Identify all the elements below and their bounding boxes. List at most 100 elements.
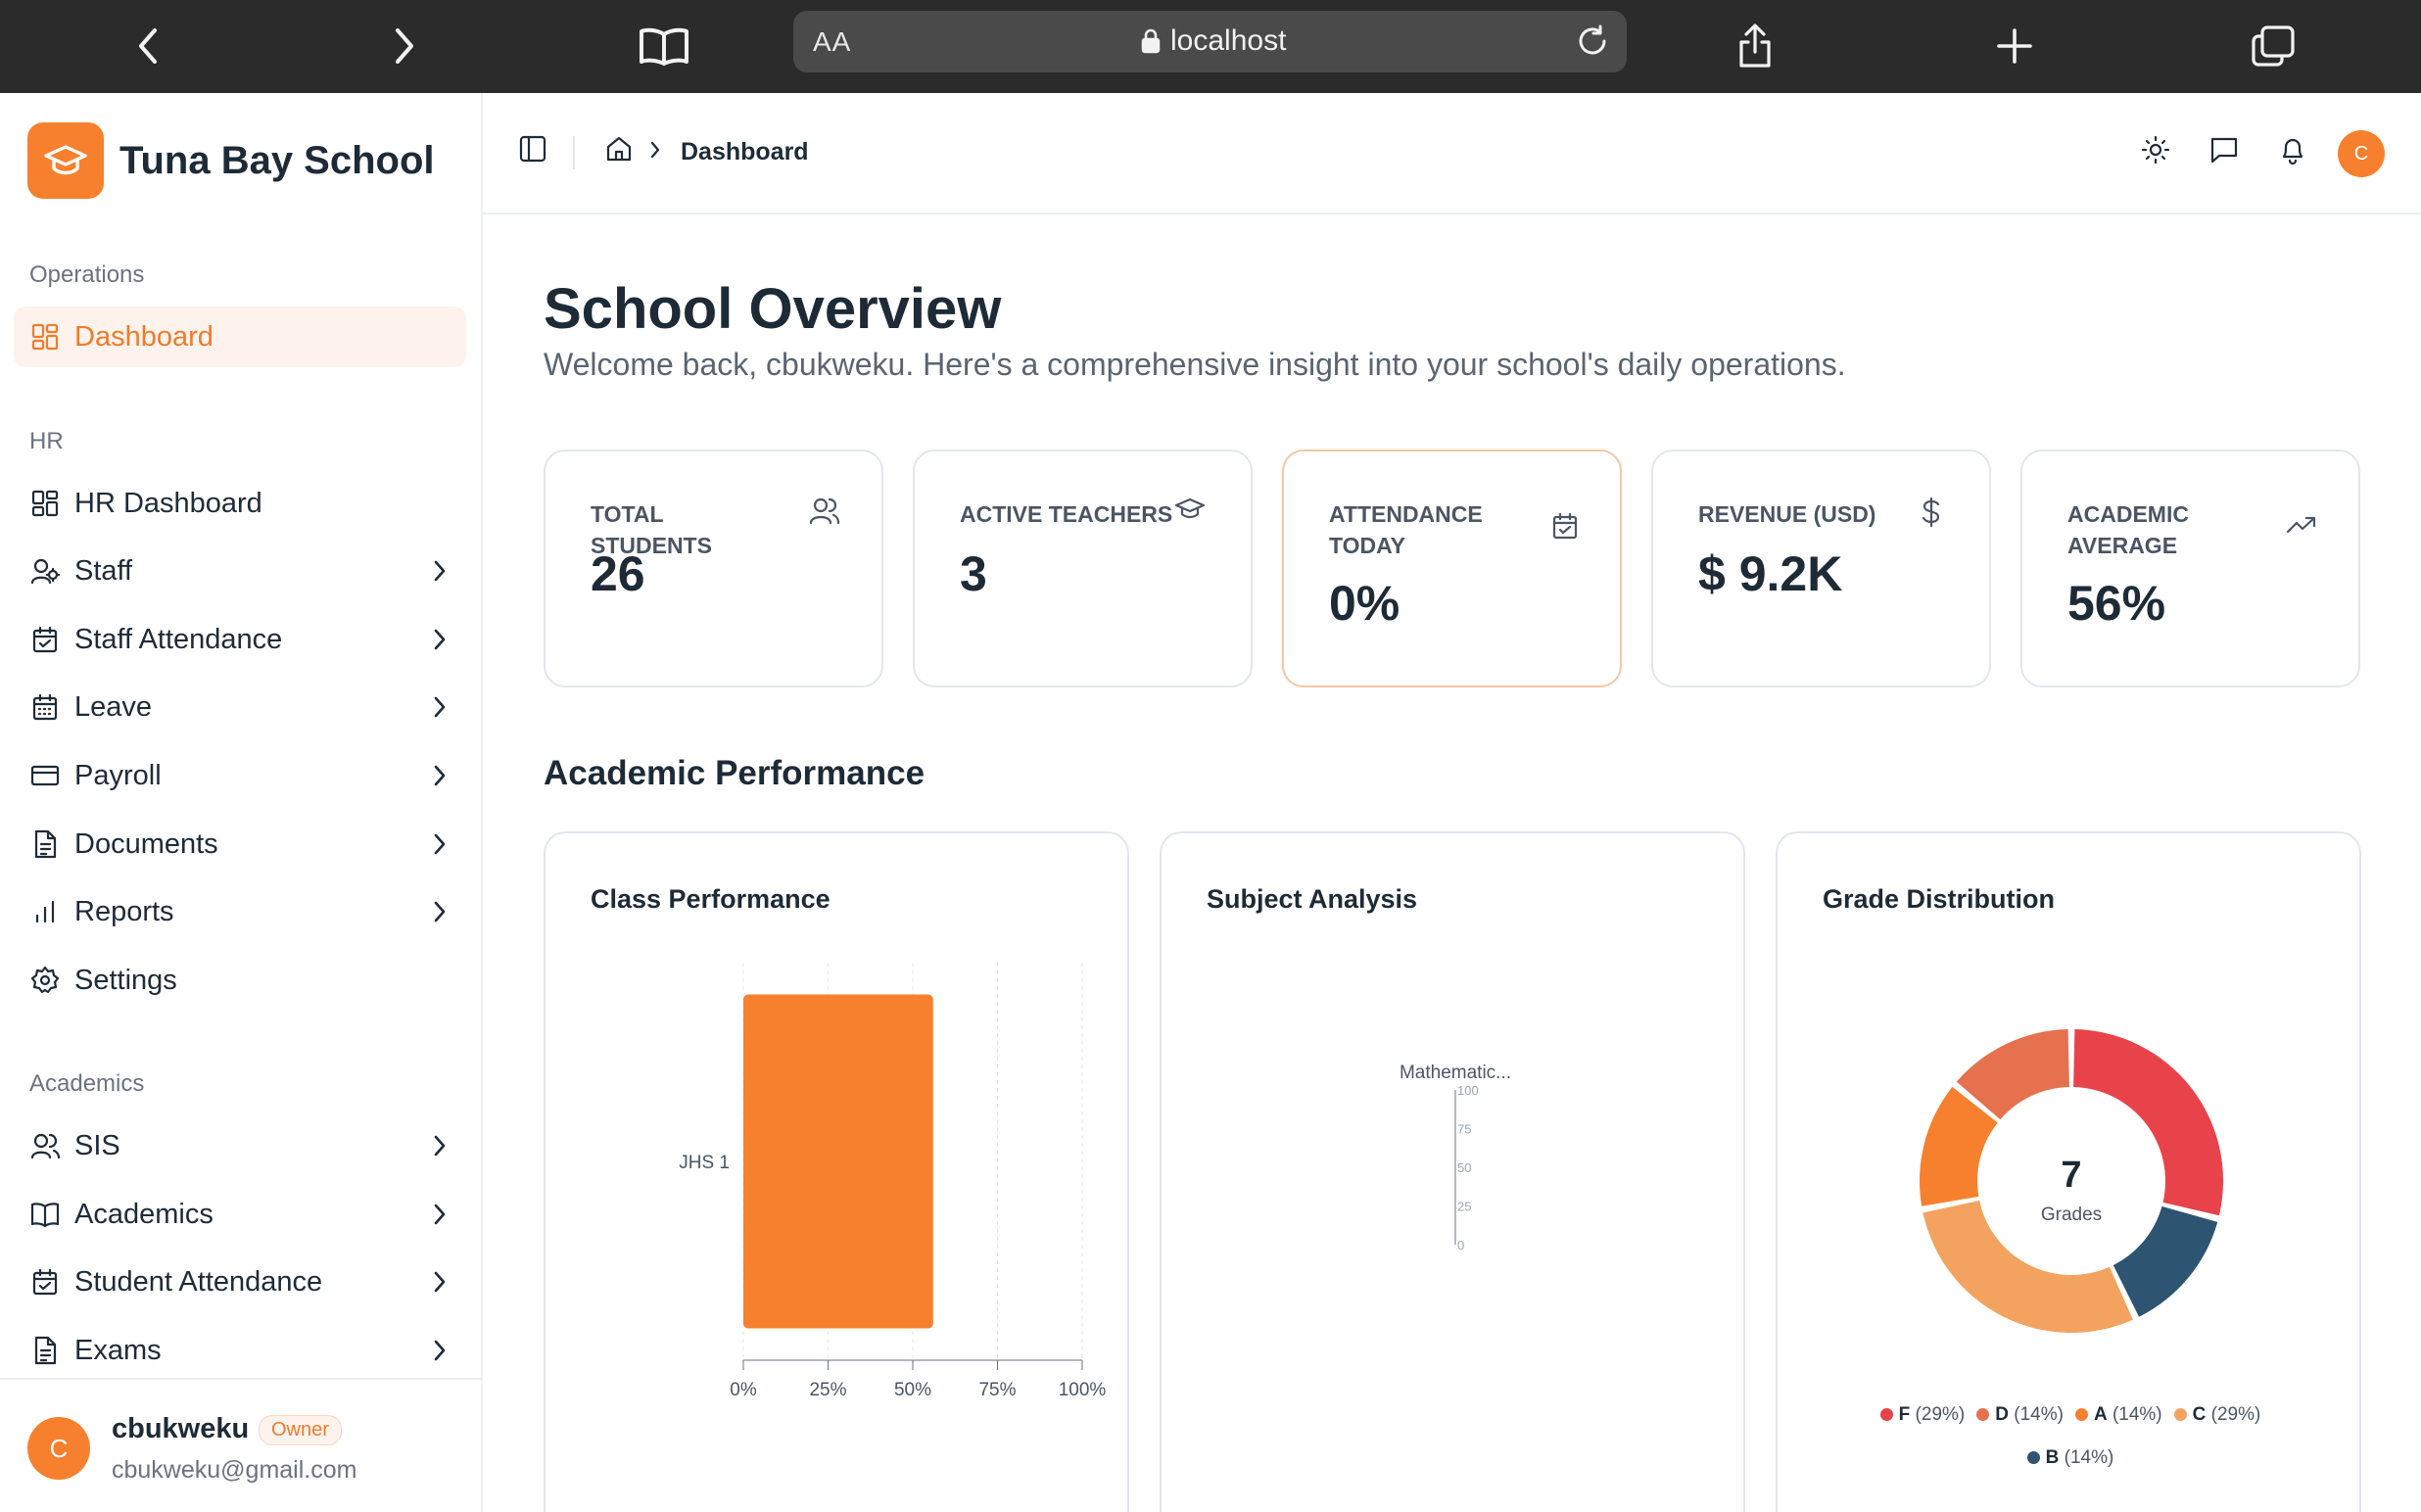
back-button[interactable]	[116, 14, 180, 78]
calendar-check-icon	[29, 624, 61, 655]
sidebar-item-hr-dashboard[interactable]: HR Dashboard	[14, 473, 466, 534]
sidebar-item-label: HR Dashboard	[74, 487, 262, 519]
stat-value: 0%	[1329, 576, 1400, 631]
legend-percent: (14%)	[2059, 1447, 2114, 1468]
breadcrumb-home[interactable]	[604, 134, 634, 168]
sidebar-item-exams[interactable]: Exams	[14, 1320, 466, 1381]
home-icon	[606, 136, 632, 162]
address-bar[interactable]: AA localhost	[793, 11, 1627, 72]
chart-legend: F (29%) D (14%) A (14%) C (29%) B (14%)	[1778, 1394, 2363, 1480]
legend-percent: (29%)	[2206, 1404, 2261, 1425]
sidebar-item-dashboard[interactable]: Dashboard	[14, 307, 466, 367]
sidebar-item-label: Payroll	[74, 759, 162, 791]
dashboard-icon	[29, 321, 61, 353]
sidebar-item-label: Academics	[74, 1198, 214, 1230]
stat-card-revenue: REVENUE (USD) $ 9.2K	[1651, 449, 1991, 687]
sidebar-item-reports[interactable]: Reports	[14, 881, 466, 942]
credit-card-icon	[29, 760, 61, 791]
brand[interactable]: Tuna Bay School	[27, 122, 435, 199]
legend-item-c[interactable]: C (29%)	[2173, 1394, 2261, 1437]
sidebar-item-documents[interactable]: Documents	[14, 814, 466, 874]
angle-axis-label: Mathematic...	[1400, 1063, 1511, 1083]
file-icon	[29, 1335, 61, 1366]
donut-center-value: 7	[2061, 1155, 2081, 1196]
chevron-right-icon	[433, 694, 447, 727]
sidebar-item-staff[interactable]: Staff	[14, 541, 466, 601]
stat-card-attendance-today: ATTENDANCE TODAY 0%	[1282, 449, 1622, 687]
sidebar-toggle-button[interactable]	[518, 134, 547, 168]
radial-tick-label: 25	[1457, 1200, 1471, 1214]
stat-label: ACADEMIC AVERAGE	[2067, 501, 2189, 558]
slice-d	[1956, 1029, 2069, 1120]
sidebar-item-label: Dashboard	[74, 320, 214, 353]
sidebar-item-label: Staff	[74, 554, 133, 587]
page-title: School Overview	[544, 277, 1002, 341]
grade-distribution-card: Grade Distribution 7 Grades F (29%) D (14%…	[1776, 831, 2361, 1512]
messages-button[interactable]	[2208, 134, 2240, 170]
stat-value: 3	[960, 546, 987, 601]
bookmarks-button[interactable]	[632, 14, 696, 78]
stat-card-total-students: TOTAL STUDENTS 26	[544, 449, 883, 687]
reload-button[interactable]	[1574, 23, 1611, 65]
legend-swatch	[2173, 1408, 2187, 1421]
sidebar-item-student-attendance[interactable]: Student Attendance	[14, 1252, 466, 1312]
sidebar-item-label: SIS	[74, 1129, 120, 1161]
subject-analysis-card: Subject Analysis 100 75 50 25 0 Mathematic...	[1160, 831, 1745, 1512]
chevron-left-icon	[139, 28, 157, 64]
sidebar-item-label: Settings	[74, 964, 177, 996]
dashboard-icon	[29, 488, 61, 519]
role-badge: Owner	[259, 1415, 342, 1445]
section-title: Academic Performance	[544, 754, 926, 792]
theme-toggle-button[interactable]	[2140, 134, 2171, 170]
user-profile[interactable]: C cbukweku Owner cbukweku@gmail.com	[0, 1378, 481, 1512]
chevron-right-icon	[433, 1133, 447, 1165]
slice-b	[2112, 1205, 2218, 1317]
sidebar-item-settings[interactable]: Settings	[14, 950, 466, 1011]
calendar-check-icon	[1551, 512, 1579, 544]
brand-name: Tuna Bay School	[119, 138, 435, 182]
legend-item-a[interactable]: A (14%)	[2074, 1394, 2162, 1437]
sidebar-item-payroll[interactable]: Payroll	[14, 745, 466, 806]
legend-item-f[interactable]: F (29%)	[1879, 1394, 1966, 1437]
radial-tick-label: 75	[1457, 1122, 1471, 1137]
avatar: C	[27, 1417, 90, 1480]
legend-percent: (29%)	[1910, 1404, 1966, 1425]
new-tab-button[interactable]	[1982, 14, 2047, 78]
x-tick-label: 100%	[1059, 1380, 1107, 1400]
section-label-operations: Operations	[29, 261, 145, 288]
y-category-label: JHS 1	[679, 1153, 730, 1173]
sidebar-item-sis[interactable]: SIS	[14, 1115, 466, 1176]
sidebar-item-academics[interactable]: Academics	[14, 1184, 466, 1245]
calendar-check-icon	[29, 1266, 61, 1298]
sidebar-item-staff-attendance[interactable]: Staff Attendance	[14, 609, 466, 670]
legend-swatch	[1976, 1408, 1990, 1421]
users-icon	[29, 1130, 61, 1161]
stat-label: REVENUE (USD)	[1698, 501, 1876, 527]
avatar[interactable]: C	[2338, 130, 2385, 177]
tabs-overview-button[interactable]	[2241, 14, 2305, 78]
legend-item-b[interactable]: B (14%)	[2026, 1437, 2114, 1480]
legend-swatch	[2026, 1451, 2040, 1464]
sidebar: Tuna Bay School Operations Dashboard HR …	[0, 93, 483, 1512]
notifications-button[interactable]	[2277, 134, 2308, 170]
chevron-right-icon	[396, 28, 413, 64]
chevron-right-icon	[433, 558, 447, 591]
message-icon	[2210, 137, 2238, 164]
reader-mode-button[interactable]: AA	[813, 26, 852, 57]
sidebar-item-leave[interactable]: Leave	[14, 677, 466, 737]
stat-value: 26	[591, 546, 645, 601]
legend-item-d[interactable]: D (14%)	[1976, 1394, 2064, 1437]
forward-button[interactable]	[372, 14, 437, 78]
x-tick-label: 50%	[894, 1380, 931, 1400]
breadcrumb[interactable]: Dashboard	[681, 138, 809, 165]
reload-icon	[1579, 24, 1606, 55]
legend-label: D	[1995, 1404, 2009, 1425]
card-title: Grade Distribution	[1823, 884, 2056, 914]
stat-value: 56%	[2067, 576, 2166, 631]
url-host: localhost	[1170, 24, 1287, 57]
chevron-right-icon	[433, 763, 447, 795]
user-email: cbukweku@gmail.com	[112, 1456, 357, 1484]
url-display: localhost	[1141, 24, 1286, 58]
share-button[interactable]	[1723, 14, 1787, 78]
bar-chart-icon	[29, 896, 61, 927]
